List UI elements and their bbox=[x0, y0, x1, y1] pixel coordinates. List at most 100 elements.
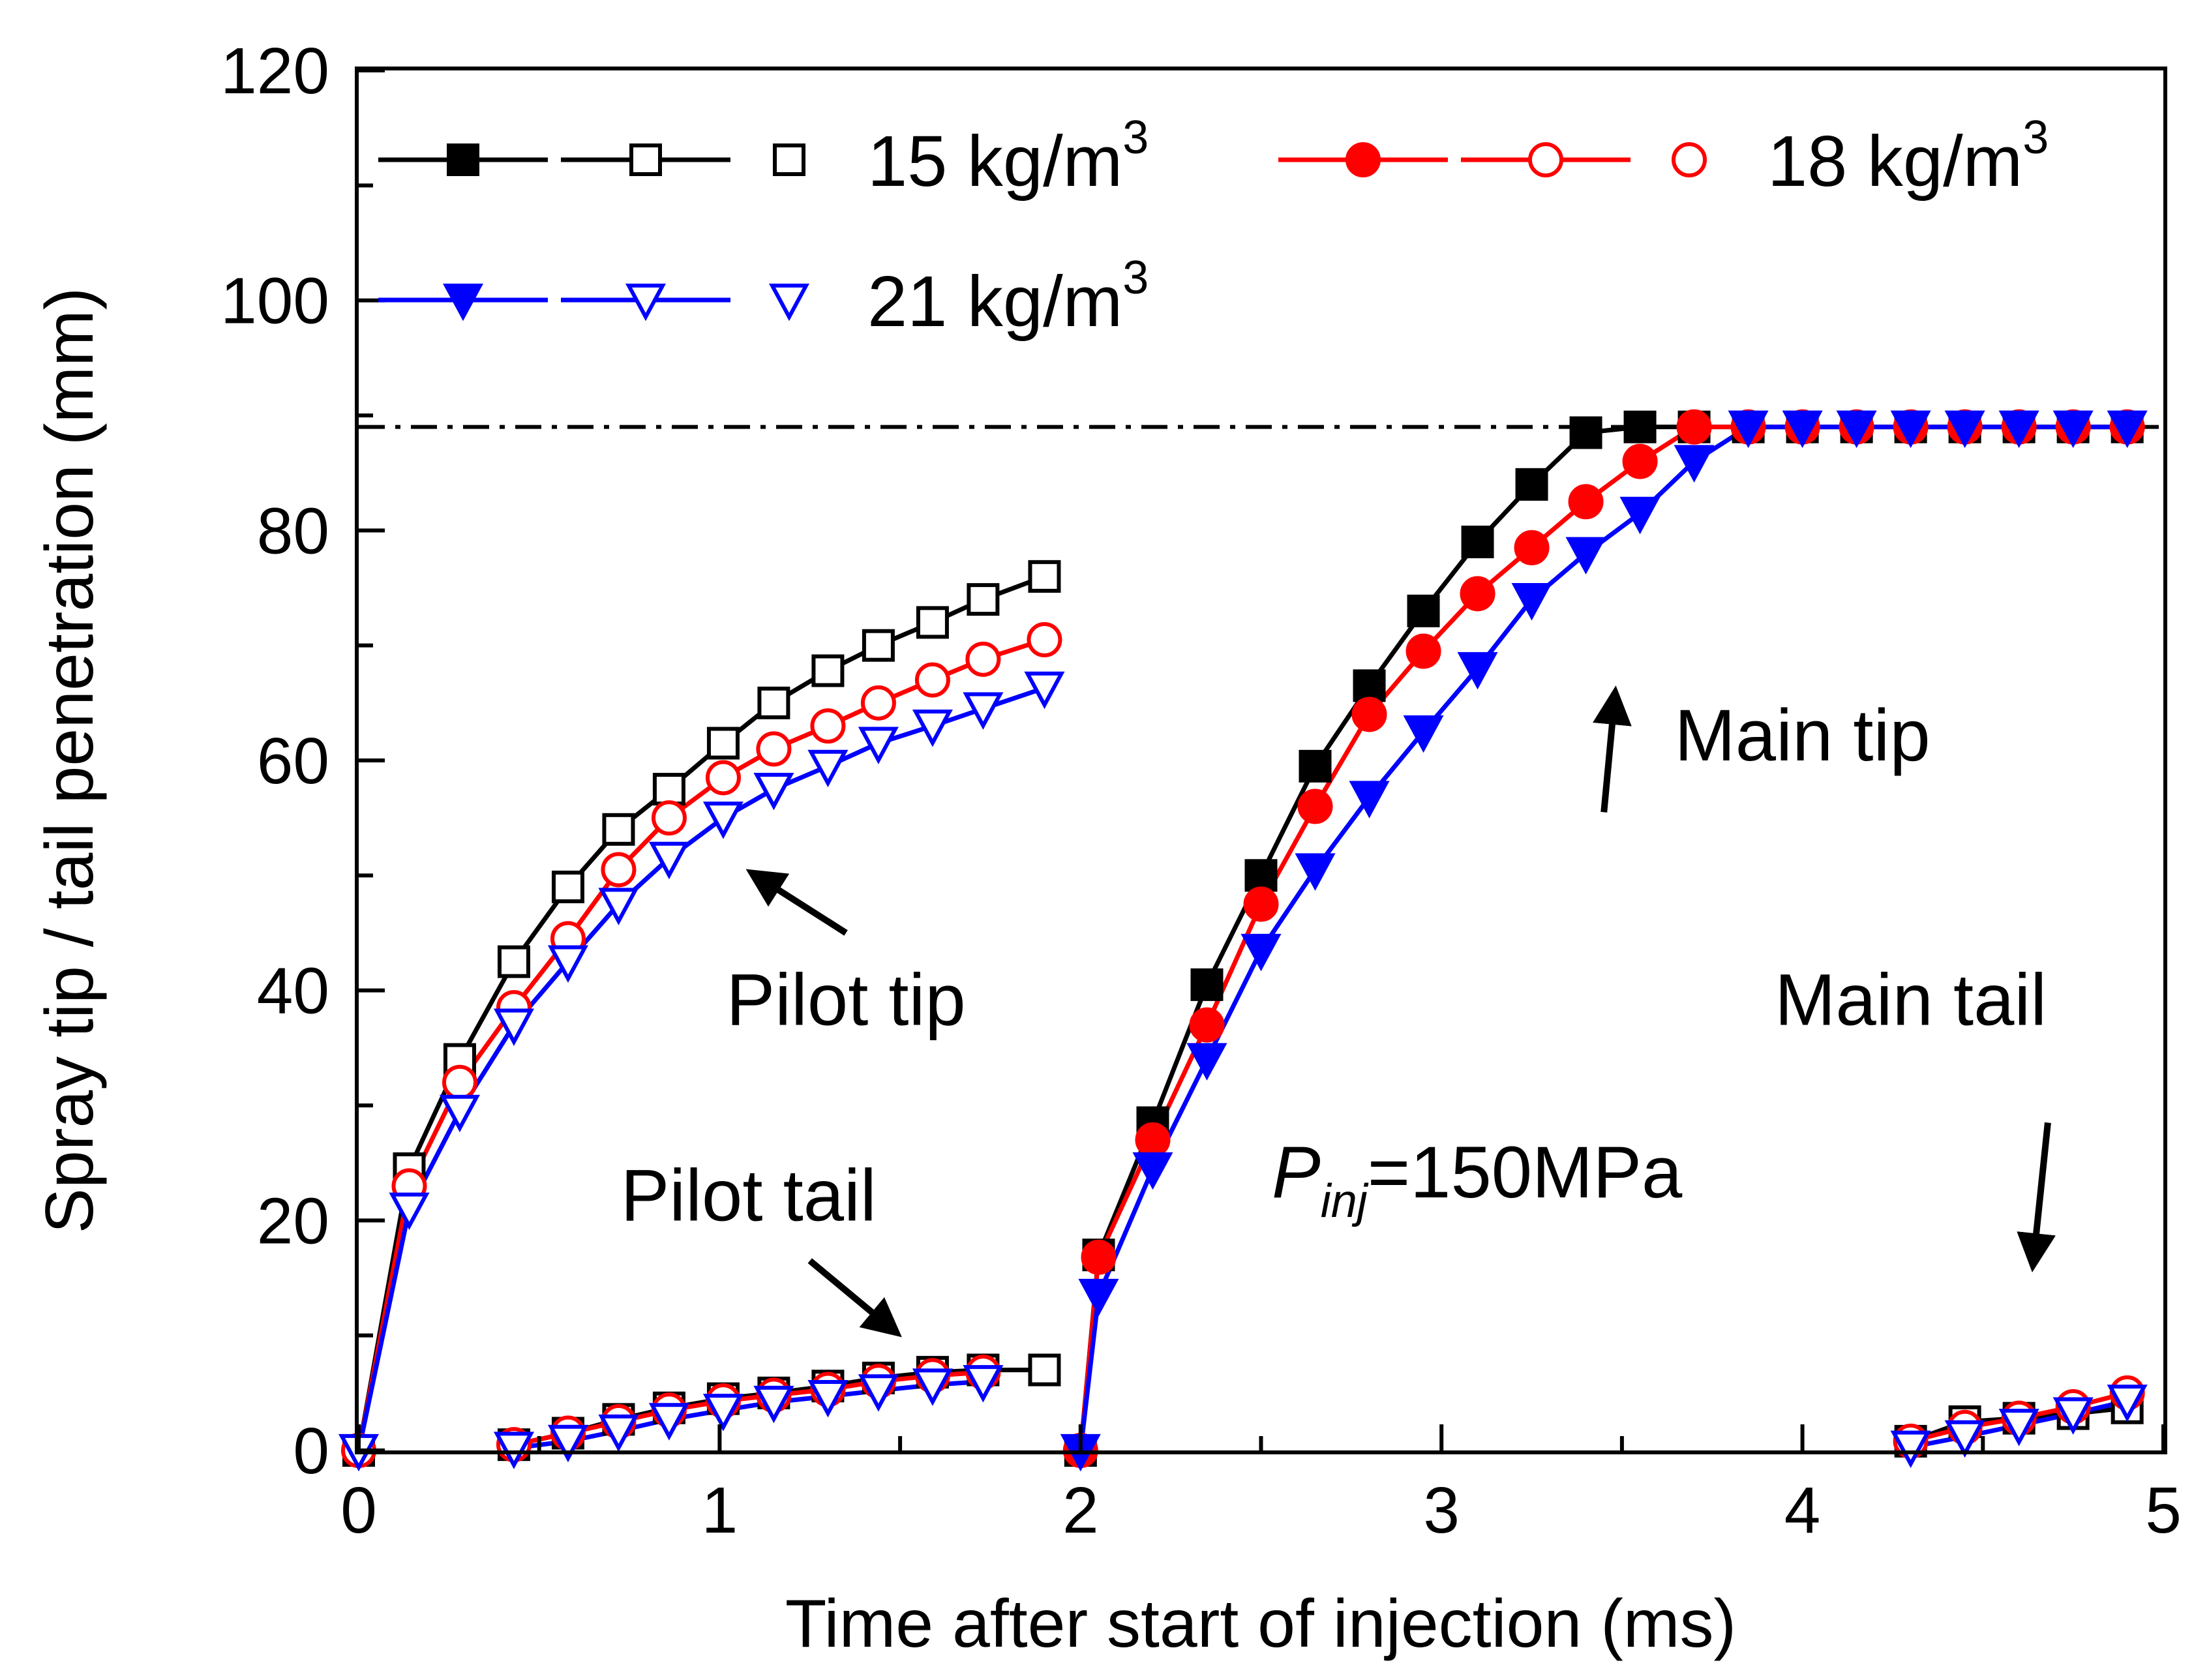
data-point bbox=[648, 1403, 689, 1441]
data-point bbox=[1622, 443, 1658, 479]
legend-item: 18 kg/m3 bbox=[1278, 112, 2049, 202]
legend-marker bbox=[1528, 142, 1563, 177]
data-point bbox=[1186, 1043, 1227, 1081]
series-line-8 bbox=[1078, 425, 2127, 1451]
data-point bbox=[1782, 410, 1823, 448]
data-point bbox=[1240, 933, 1282, 972]
data-point bbox=[1674, 445, 1715, 483]
data-point bbox=[757, 686, 790, 719]
data-point bbox=[912, 1368, 953, 1406]
data-point bbox=[1243, 886, 1279, 922]
data-point bbox=[601, 852, 637, 888]
legend-marker bbox=[768, 283, 810, 322]
data-point bbox=[389, 1192, 430, 1231]
series-line-7 bbox=[1078, 425, 2127, 1451]
legend-marker bbox=[442, 283, 484, 322]
x-tick-label: 1 bbox=[702, 1474, 738, 1547]
annotation-arrow bbox=[2017, 1122, 2056, 1272]
data-point bbox=[1349, 781, 1390, 818]
data-point bbox=[1403, 715, 1444, 753]
x-tick-label: 5 bbox=[2145, 1474, 2182, 1547]
data-point bbox=[810, 708, 846, 744]
data-point bbox=[1081, 1239, 1117, 1275]
legend-marker bbox=[629, 143, 662, 176]
data-point bbox=[1190, 968, 1224, 1001]
series-line-4 bbox=[513, 1370, 984, 1447]
data-point bbox=[1135, 1122, 1171, 1158]
series-line-6 bbox=[1078, 425, 2127, 1451]
data-point bbox=[547, 1424, 589, 1463]
data-point bbox=[1623, 410, 1657, 443]
data-point bbox=[439, 1094, 480, 1133]
data-point bbox=[1944, 410, 1985, 448]
data-point bbox=[1295, 853, 1336, 891]
annotation-arrow bbox=[745, 869, 848, 936]
injection-pressure-label: Pinj=150MPa bbox=[1272, 1132, 1683, 1227]
annotation-arrow bbox=[807, 1258, 902, 1338]
data-point bbox=[1461, 525, 1494, 558]
data-point bbox=[1565, 537, 1606, 575]
data-point bbox=[1568, 484, 1604, 520]
data-point bbox=[1244, 859, 1278, 892]
legend: 15 kg/m3 18 kg/m3 21 kg/m3 bbox=[378, 112, 2049, 342]
data-point bbox=[702, 802, 744, 839]
data-point bbox=[1132, 1152, 1173, 1190]
series-line-5 bbox=[513, 1379, 984, 1450]
data-point bbox=[807, 749, 849, 788]
data-point bbox=[598, 888, 639, 925]
data-point bbox=[493, 1432, 534, 1469]
legend-item: 21 kg/m3 bbox=[378, 252, 1149, 342]
data-point bbox=[1890, 410, 1931, 448]
data-point bbox=[858, 727, 899, 764]
data-point bbox=[967, 583, 1000, 616]
data-point bbox=[551, 870, 584, 903]
data-point bbox=[1998, 1409, 2039, 1447]
data-point bbox=[1511, 583, 1552, 621]
data-point bbox=[705, 760, 741, 796]
data-point bbox=[1027, 622, 1062, 657]
data-point bbox=[2107, 1385, 2148, 1422]
plot-frame bbox=[355, 67, 2167, 1454]
data-point bbox=[1728, 410, 1769, 448]
legend-label: 15 kg/m3 bbox=[867, 112, 1149, 202]
data-point bbox=[1078, 1278, 1119, 1317]
data-point bbox=[2052, 410, 2094, 448]
data-point bbox=[651, 800, 687, 836]
annotation-label: Pilot tip bbox=[726, 959, 965, 1041]
legend-marker bbox=[625, 283, 667, 322]
data-point bbox=[547, 945, 589, 983]
x-tick-label: 0 bbox=[340, 1474, 377, 1547]
data-point bbox=[811, 654, 845, 687]
data-point bbox=[2052, 1397, 2094, 1435]
annotation-label: Pilot tail bbox=[621, 1154, 877, 1236]
data-point bbox=[1405, 633, 1441, 669]
legend-marker bbox=[773, 143, 805, 176]
y-tick-label: 60 bbox=[257, 725, 329, 798]
data-point bbox=[912, 710, 953, 747]
x-tick-label: 2 bbox=[1062, 1474, 1099, 1547]
data-point bbox=[652, 773, 685, 806]
data-point bbox=[753, 1385, 794, 1424]
data-point bbox=[858, 1374, 899, 1412]
data-point bbox=[1514, 530, 1550, 565]
data-point bbox=[1351, 697, 1387, 732]
data-point bbox=[648, 841, 689, 880]
data-point bbox=[2107, 410, 2148, 448]
data-point bbox=[1457, 652, 1498, 690]
data-point bbox=[916, 606, 949, 639]
data-point bbox=[598, 1414, 639, 1452]
legend-marker bbox=[1345, 142, 1381, 177]
y-tick-label: 100 bbox=[220, 265, 329, 338]
data-point bbox=[756, 731, 792, 767]
data-point bbox=[1890, 1430, 1931, 1469]
annotation-label: Main tip bbox=[1675, 695, 1931, 776]
data-point bbox=[1299, 749, 1332, 783]
data-point bbox=[1515, 468, 1548, 501]
data-point bbox=[753, 772, 794, 811]
data-point bbox=[1189, 1007, 1225, 1043]
y-tick-label: 20 bbox=[257, 1184, 329, 1257]
data-point bbox=[914, 662, 950, 698]
data-point bbox=[1676, 409, 1712, 445]
y-tick-label: 80 bbox=[257, 494, 329, 567]
